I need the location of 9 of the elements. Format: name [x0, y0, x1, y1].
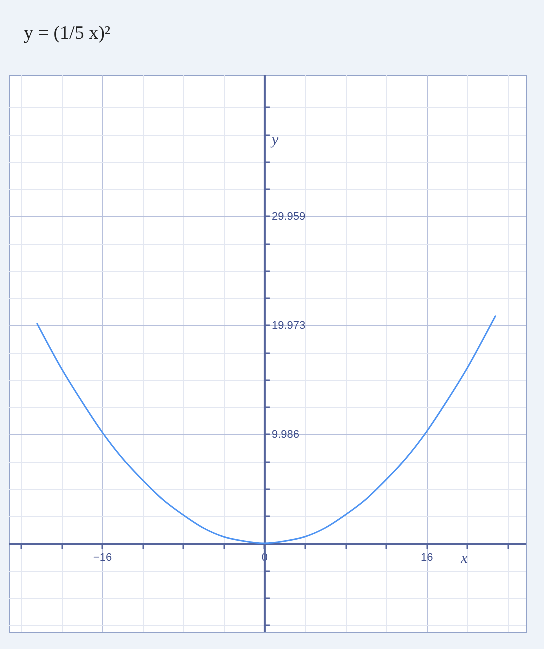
y-tick-label: 29.959 [272, 210, 306, 223]
y-tick-label: 19.973 [272, 320, 306, 332]
line-series [36, 316, 496, 544]
x-tick-label: −16 [93, 552, 112, 564]
x-axis-title: x [460, 551, 468, 568]
y-axis-title: y [270, 132, 279, 149]
x-tick-label: 16 [421, 552, 434, 564]
y-tick-label: 9.986 [272, 428, 300, 441]
chart-title: y = (1/5 x)² [24, 23, 111, 44]
